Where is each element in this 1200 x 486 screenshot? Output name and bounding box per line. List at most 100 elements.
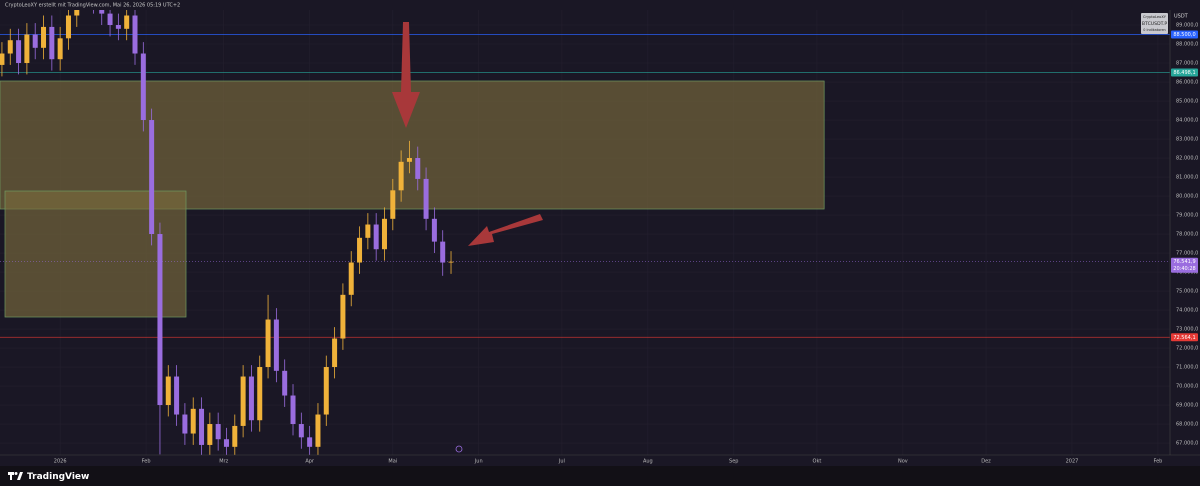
candle-body [199,408,205,445]
brand-logo [8,472,23,480]
event-marker [455,445,463,453]
candle-body [16,40,22,64]
candle-body [132,15,138,54]
candle-body [182,414,188,434]
candle-body [190,408,196,434]
y-tick-label: 87.000,0 [1176,61,1198,67]
x-tick-label: Mai [388,459,397,465]
price-label-box [1171,333,1198,342]
candles [0,10,454,455]
y-tick-label: 83.000,0 [1176,137,1198,143]
y-tick-label: 81.000,0 [1176,175,1198,181]
candle-body [315,414,321,447]
price-label: 88.500,0 [1173,32,1195,38]
candle-body [115,25,121,29]
y-tick-label: 78.000,0 [1176,232,1198,238]
candle-body [49,26,55,60]
grid [0,10,1170,455]
x-tick-label: Dez [981,459,991,465]
candle-body [7,40,13,54]
price-lines [0,34,1170,338]
candle-body [340,294,346,339]
y-tick-label: 71.000,0 [1176,365,1198,371]
x-tick-label: Okt [813,459,822,465]
header: CryptoLeoXY erstellt mit TradingView.com… [5,3,180,9]
legend-symbol: BTCUSDT.P [1142,21,1167,27]
candle-body [323,367,329,415]
candle-body [124,15,130,29]
candle-body [24,34,30,64]
candle-body [440,241,446,263]
candle-body [99,10,105,14]
candle-body [215,424,221,440]
y-tick-label: 69.000,0 [1176,403,1198,409]
x-tick-label: Jun [474,459,483,465]
candle-body [282,370,288,396]
candle-body [290,395,296,425]
currency: USDT [1174,14,1189,20]
legend-author: CryptoLeoXY [1143,15,1167,19]
candle-body [0,53,5,65]
candle-body [232,425,238,447]
y-tick-label: 80.000,0 [1176,194,1198,200]
candle-body [431,218,437,242]
y-tick-label: 70.000,0 [1176,384,1198,390]
y-tick-label: 86.000,0 [1176,80,1198,86]
axes: 67.000,0 68.000,0 69.000,0 70.000,0 71.000,0… [54,23,1198,465]
footer [0,466,1200,486]
candle-body [365,224,371,238]
candle-body [149,120,155,235]
candle-body [32,34,38,48]
countdown: 20:40:28 [1173,266,1195,272]
y-tick-label: 68.000,0 [1176,422,1198,428]
x-tick-label: Sep [729,459,738,465]
price-label: 86.498,1 [1173,70,1195,76]
x-tick-label: Jul [558,459,565,465]
candle-body [65,15,71,39]
candle-body [257,367,263,421]
candle-body [107,13,113,26]
y-tick-label: 73.000,0 [1176,327,1198,333]
x-tick-label: Aug [643,459,653,465]
candle-body [423,178,429,219]
legend-box [1141,13,1168,34]
candle-body [298,424,304,438]
candle-body [165,376,171,406]
y-tick-label: 84.000,0 [1176,118,1198,124]
legend-indicators: 0 Indikatoren [1143,28,1165,32]
y-tick-label: 85.000,0 [1176,99,1198,105]
x-tick-label: Mrz [219,459,228,465]
price-label: 72.564,1 [1173,335,1195,341]
candle-body [390,190,396,219]
candle-body [207,424,213,445]
candle-body [398,161,404,191]
price-label: 76.541,9 [1173,259,1195,265]
annotations [392,22,543,453]
candle-body [174,376,180,415]
candle-body [406,158,412,162]
candle-body [357,237,363,263]
candle-body [157,234,163,406]
price-label-box [1171,257,1198,273]
candle-body [373,224,379,250]
price-label-box [1171,30,1198,39]
candle-body [332,338,338,368]
candle-body [415,158,421,179]
y-tick-label: 75.000,0 [1176,289,1198,295]
candle-body [223,439,229,447]
candle-body [381,218,387,250]
candle-body [248,376,254,421]
y-tick-label: 79.000,0 [1176,213,1198,219]
arrow-left [468,214,543,246]
y-tick-label: 77.000,0 [1176,251,1198,257]
candle-body [265,319,271,368]
candle-body [74,10,80,16]
y-tick-label: 67.000,0 [1176,441,1198,447]
candle-body [448,261,454,263]
x-tick-label: 2026 [54,459,67,465]
y-tick-label: 72.000,0 [1176,346,1198,352]
x-tick-label: Feb [142,459,151,465]
x-tick-label: Feb [1153,459,1162,465]
y-tick-label: 88.000,0 [1176,42,1198,48]
y-tick-label: 82.000,0 [1176,156,1198,162]
